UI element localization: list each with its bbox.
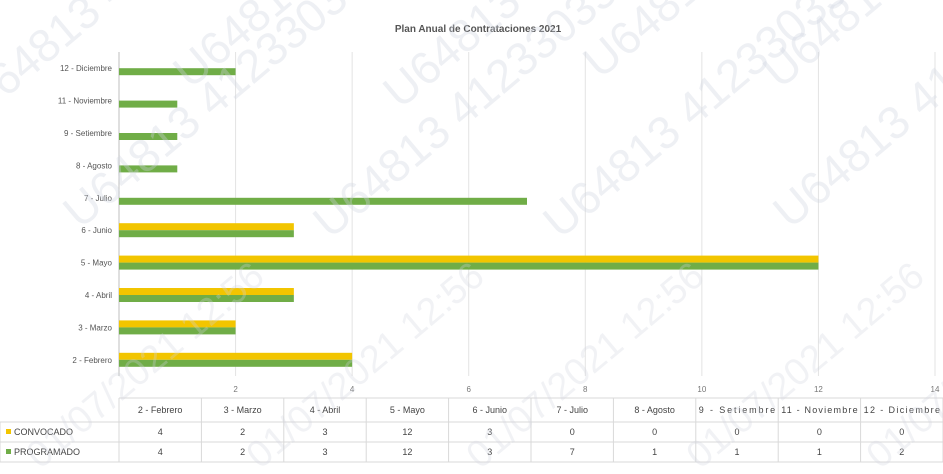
bar-programado <box>119 230 294 238</box>
bar-convocado <box>119 255 819 263</box>
bar-programado <box>119 197 527 205</box>
table-cell: 3 <box>322 447 327 457</box>
table-cell: 1 <box>734 447 739 457</box>
table-cell: 3 <box>487 427 492 437</box>
bar-programado <box>119 133 178 140</box>
category-label: 4 - Abril <box>85 291 112 300</box>
table-cell: 0 <box>652 427 657 437</box>
category-label: 9 - Setiembre <box>64 129 113 138</box>
table-cell: 1 <box>652 447 657 457</box>
table-header: 11 - Noviembre <box>781 405 857 415</box>
bar-programado <box>119 295 294 302</box>
bar-convocado <box>119 352 353 360</box>
bar-programado <box>119 100 178 108</box>
x-tick-label: 6 <box>466 385 471 394</box>
table-cell: 2 <box>899 447 904 457</box>
table-cell: 3 <box>322 427 327 437</box>
category-label: 5 - Mayo <box>81 259 113 268</box>
bar-programado <box>119 68 236 76</box>
table-header: 5 - Mayo <box>390 405 425 415</box>
table-header: 4 - Abril <box>310 405 341 415</box>
chart-title: Plan Anual de Contrataciones 2021 <box>395 24 562 35</box>
tick-labels: 2 4 6 8 10 12 14 <box>233 385 940 394</box>
category-label: 3 - Marzo <box>78 323 112 332</box>
legend-label: CONVOCADO <box>14 427 73 437</box>
category-label: 11 - Noviembre <box>58 97 113 106</box>
table-header: 3 - Marzo <box>224 405 262 415</box>
category-label: 7 - Julio <box>84 194 113 203</box>
table-cell: 0 <box>899 427 904 437</box>
table-cell: 4 <box>158 447 163 457</box>
grid-lines <box>118 52 936 376</box>
bar-convocado <box>119 288 294 295</box>
x-tick-label: 8 <box>583 385 588 394</box>
bar-programado <box>119 359 353 367</box>
x-tick-label: 10 <box>697 385 706 394</box>
category-label: 8 - Agosto <box>76 161 113 170</box>
x-tick-label: 14 <box>931 385 940 394</box>
x-tick-label: 2 <box>233 385 238 394</box>
table-cell: 4 <box>158 427 163 437</box>
table-cell: 2 <box>240 427 245 437</box>
x-tick-label: 12 <box>814 385 823 394</box>
table-cell: 3 <box>487 447 492 457</box>
table-header: 2 - Febrero <box>138 405 183 415</box>
x-tick-label: 4 <box>350 385 355 394</box>
category-label: 6 - Junio <box>81 226 112 235</box>
legend-label: PROGRAMADO <box>14 447 80 457</box>
bars <box>119 68 819 367</box>
bar-programado <box>119 327 236 335</box>
category-label: 12 - Diciembre <box>60 64 113 73</box>
table-cell: 2 <box>240 447 245 457</box>
bar-programado <box>119 165 178 173</box>
category-labels: 2 - Febrero 3 - Marzo 4 - Abril 5 - Mayo 6 -… <box>58 64 113 365</box>
table-cell: 0 <box>817 427 822 437</box>
table-cell: 12 <box>402 447 412 457</box>
table-header: 7 - Julio <box>556 405 588 415</box>
legend-key <box>6 429 11 434</box>
bar-convocado <box>119 320 236 328</box>
table-header: 6 - Junio <box>473 405 508 415</box>
table-cell: 7 <box>570 447 575 457</box>
table-cell: 0 <box>570 427 575 437</box>
table-cell: 1 <box>817 447 822 457</box>
table-header: 8 - Agosto <box>634 405 675 415</box>
table-header: 12 - Diciembre <box>864 405 940 415</box>
bar-programado <box>119 262 819 270</box>
legend-key <box>6 449 11 454</box>
table-cell: 0 <box>734 427 739 437</box>
table-cell: 12 <box>402 427 412 437</box>
category-label: 2 - Febrero <box>72 356 112 365</box>
bar-convocado <box>119 223 294 231</box>
